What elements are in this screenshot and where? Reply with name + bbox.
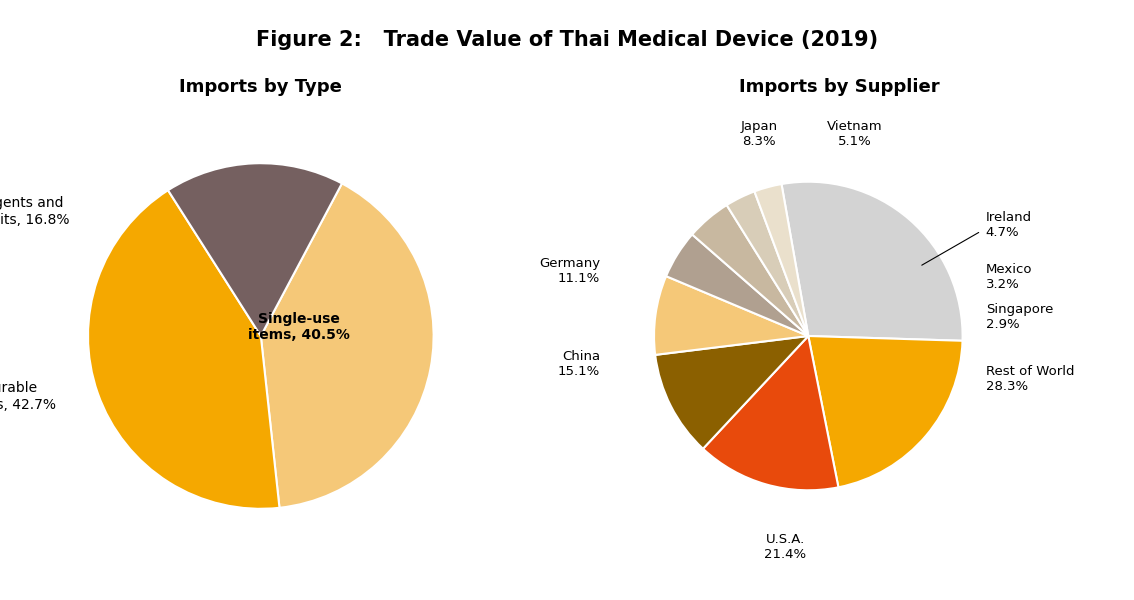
Wedge shape	[168, 163, 342, 336]
Text: Rest of World
28.3%: Rest of World 28.3%	[985, 365, 1074, 393]
Text: Figure 2:   Trade Value of Thai Medical Device (2019): Figure 2: Trade Value of Thai Medical De…	[256, 30, 878, 50]
Wedge shape	[261, 184, 433, 508]
Text: Germany
11.1%: Germany 11.1%	[539, 257, 600, 285]
Text: Singapore
2.9%: Singapore 2.9%	[985, 304, 1053, 331]
Wedge shape	[654, 276, 809, 355]
Text: Vietnam
5.1%: Vietnam 5.1%	[827, 120, 882, 148]
Wedge shape	[781, 182, 963, 341]
Wedge shape	[809, 336, 963, 487]
Text: Durable
items, 42.7%: Durable items, 42.7%	[0, 382, 56, 412]
Wedge shape	[88, 190, 279, 509]
Text: Japan
8.3%: Japan 8.3%	[741, 120, 778, 148]
Text: Imports by Supplier: Imports by Supplier	[739, 78, 939, 96]
Text: Reagents and
test kits, 16.8%: Reagents and test kits, 16.8%	[0, 196, 69, 227]
Wedge shape	[692, 205, 809, 336]
Wedge shape	[727, 191, 809, 336]
Text: China
15.1%: China 15.1%	[558, 350, 600, 378]
Text: Ireland
4.7%: Ireland 4.7%	[985, 211, 1032, 239]
Wedge shape	[666, 235, 809, 336]
Text: Single-use
items, 40.5%: Single-use items, 40.5%	[248, 312, 349, 343]
Wedge shape	[703, 336, 838, 490]
Wedge shape	[754, 184, 809, 336]
Text: Mexico
3.2%: Mexico 3.2%	[985, 263, 1032, 292]
Text: U.S.A.
21.4%: U.S.A. 21.4%	[764, 533, 806, 562]
Text: Imports by Type: Imports by Type	[179, 78, 342, 96]
Wedge shape	[655, 336, 809, 449]
